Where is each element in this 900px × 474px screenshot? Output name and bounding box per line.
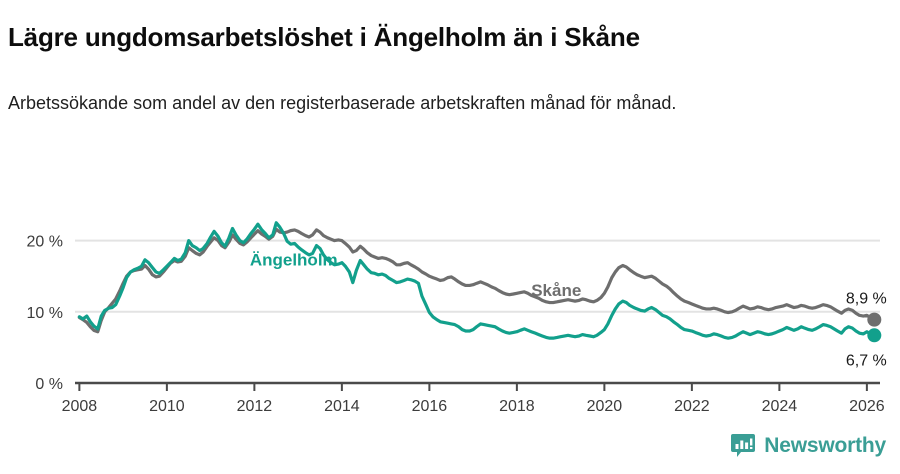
end-value-label-skane: 8,9 % xyxy=(846,291,887,308)
x-axis-tick-label: 2016 xyxy=(412,398,448,415)
y-axis-tick-label: 0 % xyxy=(35,376,63,393)
page-title: Lägre ungdomsarbetslöshet i Ängelholm än… xyxy=(8,22,640,53)
bar-chart-bubble-icon xyxy=(730,433,756,459)
end-marker-skane xyxy=(867,312,882,327)
series-line-skane xyxy=(77,227,876,334)
y-axis-tick-label: 20 % xyxy=(27,234,63,251)
series-label-skane: Skåne xyxy=(531,281,581,300)
x-axis-tick-label: 2018 xyxy=(499,398,535,415)
x-axis-tick-label: 2012 xyxy=(237,398,273,415)
y-axis-tick-label: 10 % xyxy=(27,305,63,322)
newsworthy-logo-text: Newsworthy xyxy=(764,434,886,457)
x-axis-tick-label: 2008 xyxy=(62,398,98,415)
chart-footer: Newsworthy xyxy=(0,425,900,474)
x-axis-tick-label: 2022 xyxy=(674,398,710,415)
newsworthy-logo[interactable]: Newsworthy xyxy=(730,433,886,459)
line-chart: 0 % 10 % 20 % 2008 2010 2012 2014 2016 2018 2020 2… xyxy=(0,150,900,425)
x-axis-tick-label: 2020 xyxy=(587,398,623,415)
series-label-angelholm: Ängelholm xyxy=(250,251,338,270)
x-axis-tick-label: 2010 xyxy=(149,398,185,415)
page-subtitle: Arbetssökande som andel av den registerb… xyxy=(8,93,677,113)
x-axis-tick-label: 2014 xyxy=(324,398,360,415)
x-axis-tick-label: 2026 xyxy=(849,398,885,415)
x-axis-tick-label: 2024 xyxy=(762,398,798,415)
chart-canvas: 0 % 10 % 20 % 2008 2010 2012 2014 2016 2018 2020 2… xyxy=(27,221,887,415)
end-marker-angelholm xyxy=(867,328,882,343)
end-value-label-angelholm: 6,7 % xyxy=(846,352,887,369)
series-line-angelholm xyxy=(77,221,876,340)
